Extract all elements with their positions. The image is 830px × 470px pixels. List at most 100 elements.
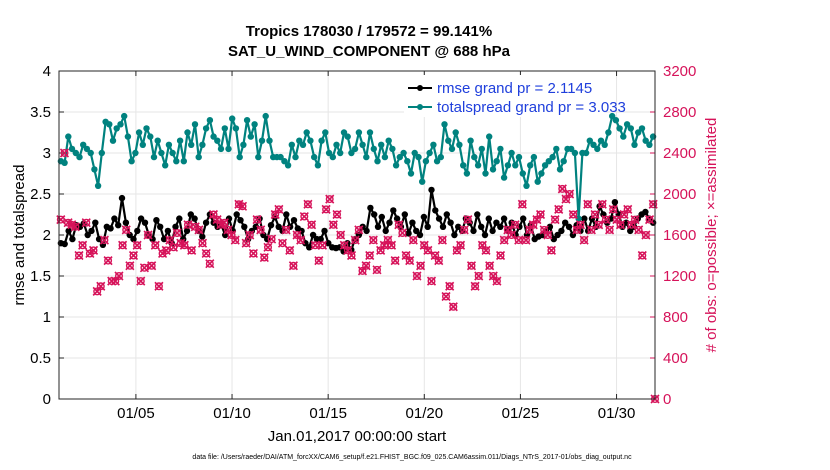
y-tick-label-right: 2000: [663, 186, 696, 203]
obs-possible-marker: [267, 234, 277, 244]
obs-assimilated-cross: [288, 261, 298, 271]
obs-possible-ring: [638, 251, 647, 260]
obs-assimilated-cross: [506, 230, 517, 240]
obs-possible-ring: [293, 230, 302, 239]
obs-possible-ring: [416, 261, 425, 270]
obs-assimilated-cross: [176, 238, 186, 248]
y-tick-label-left: 0.5: [30, 350, 51, 367]
x-axis-label: Jan.01,2017 00:00:00 start: [268, 428, 447, 445]
obs-possible-ring: [96, 282, 105, 291]
obs-assimilated-cross: [434, 256, 444, 266]
obs-possible-ring: [278, 239, 287, 248]
obs-possible-ring: [431, 251, 440, 260]
obs-possible-marker: [125, 261, 135, 271]
rmse-point: [627, 227, 634, 235]
obs-possible-marker: [376, 245, 386, 255]
totalspread-point: [463, 170, 471, 177]
obs-assimilated-cross: [205, 259, 215, 269]
obs-possible-ring: [525, 225, 534, 234]
obs-possible-ring: [609, 205, 618, 214]
obs-assimilated-cross: [332, 209, 342, 220]
obs-possible-ring: [511, 220, 520, 229]
obs-possible-marker: [557, 184, 567, 194]
totalspread-point: [541, 162, 549, 169]
totalspread-point: [322, 129, 329, 136]
obs-possible-marker: [401, 250, 411, 261]
obs-assimilated-cross: [597, 199, 607, 209]
obs-assimilated-cross: [248, 248, 258, 259]
obs-possible-marker: [223, 225, 233, 235]
obs-possible-marker: [608, 204, 618, 214]
rmse-point: [248, 227, 256, 235]
obs-possible-ring: [536, 210, 545, 219]
obs-possible-marker: [434, 256, 444, 266]
obs-possible-ring: [409, 236, 418, 245]
totalspread-point: [98, 149, 106, 157]
obs-possible-ring: [580, 236, 589, 245]
obs-possible-ring: [267, 235, 276, 244]
rmse-point: [187, 211, 194, 218]
rmse-point: [424, 223, 431, 230]
totalspread-point: [389, 145, 396, 153]
obs-possible-marker: [550, 215, 560, 225]
obs-assimilated-cross: [307, 220, 317, 230]
y-tick-label-right: 3200: [663, 63, 696, 80]
rmse-point: [183, 227, 191, 235]
obs-possible-ring: [143, 230, 152, 239]
rmse-point: [416, 231, 424, 239]
obs-possible-marker: [136, 276, 146, 286]
obs-assimilated-cross: [383, 235, 393, 245]
obs-possible-ring: [398, 228, 407, 237]
totalspread-point: [370, 145, 377, 153]
obs-possible-ring: [151, 241, 160, 250]
obs-possible-ring: [423, 246, 432, 255]
obs-possible-marker: [448, 302, 458, 312]
obs-assimilated-cross: [154, 281, 164, 291]
y-axis-label-left: rmse and totalspread: [11, 165, 28, 306]
obs-possible-ring: [274, 205, 283, 214]
obs-possible-marker: [477, 240, 487, 250]
obs-possible-marker: [445, 281, 455, 291]
rmse-point: [122, 219, 130, 226]
obs-possible-marker: [456, 240, 466, 250]
obs-possible-ring: [122, 225, 131, 234]
obs-possible-ring: [369, 236, 378, 245]
obs-possible-marker: [281, 225, 291, 235]
obs-possible-ring: [383, 236, 392, 245]
totalspread-point: [65, 133, 72, 140]
totalspread-point: [284, 162, 292, 169]
totalspread-point: [121, 112, 128, 120]
totalspread-point: [169, 149, 176, 157]
obs-possible-ring: [125, 261, 134, 270]
obs-possible-marker: [630, 215, 640, 225]
obs-assimilated-cross: [267, 234, 277, 244]
obs-assimilated-cross: [394, 220, 404, 230]
rmse-point: [455, 223, 462, 230]
obs-assimilated-cross: [183, 220, 193, 230]
obs-possible-ring: [307, 220, 316, 229]
totalspread-point: [467, 137, 474, 144]
obs-assimilated-cross: [296, 235, 306, 245]
obs-possible-marker: [474, 271, 484, 281]
obs-possible-ring: [540, 225, 549, 234]
totalspread-point: [214, 137, 221, 144]
obs-possible-ring: [187, 246, 196, 255]
obs-possible-marker: [615, 220, 626, 230]
totalspread-point: [627, 125, 634, 132]
obs-possible-ring: [133, 241, 142, 250]
obs-assimilated-cross: [619, 209, 629, 220]
obs-possible-marker: [296, 235, 306, 245]
totalspread-point: [113, 125, 120, 132]
totalspread-point: [68, 145, 76, 153]
obs-possible-ring: [641, 230, 650, 239]
obs-possible-ring: [118, 241, 127, 250]
totalspread-point: [359, 141, 366, 148]
totalspread-point: [191, 121, 199, 128]
obs-possible-marker: [110, 276, 120, 286]
obs-possible-ring: [100, 236, 109, 245]
totalspread-point: [474, 162, 482, 169]
totalspread-point: [415, 153, 422, 161]
totalspread-point: [445, 137, 452, 144]
rmse-point: [160, 235, 168, 243]
obs-assimilated-cross: [118, 240, 128, 250]
